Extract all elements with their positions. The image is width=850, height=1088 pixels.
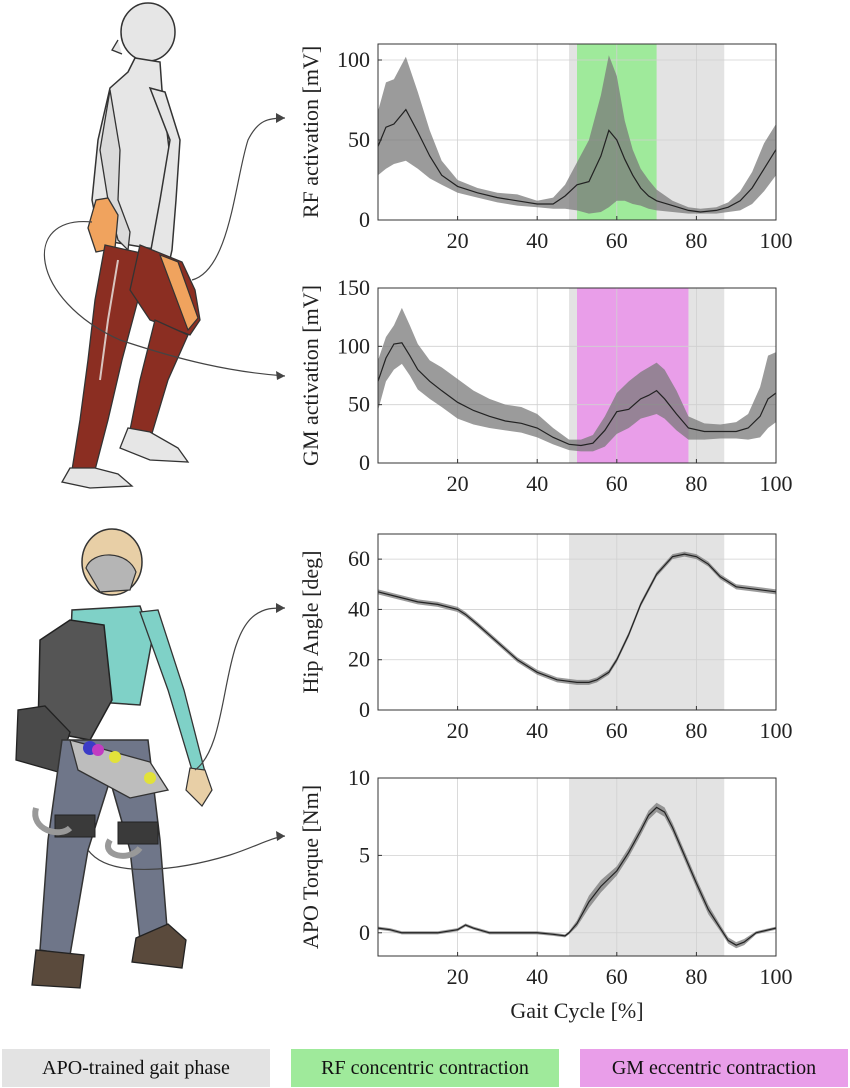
plot-frame [377, 533, 777, 711]
x-tick-label: 40 [526, 228, 548, 253]
x-tick-label: 60 [606, 964, 628, 989]
legend-item-apo-phase: APO-trained gait phase [2, 1049, 270, 1087]
series-band [378, 307, 776, 452]
legend-item-rf-concentric: RF concentric contraction [291, 1049, 559, 1087]
gm-activation-chart: 20 40 60 80 100 0 50 100 150 GM activation [mV] [298, 275, 793, 496]
apo-torque-chart: 20 40 60 80 100 0 5 10 APO Torque [Nm] Gait Cycle… [298, 765, 793, 1023]
x-tick-label: 80 [685, 718, 707, 743]
y-tick-label: 50 [348, 392, 370, 417]
series-mean-line [377, 108, 777, 213]
y-tick-label: 5 [359, 842, 370, 867]
x-tick-label: 80 [685, 471, 707, 496]
y-tick-label: 40 [348, 596, 370, 621]
y-tick-label: 20 [348, 647, 370, 672]
x-tick-label: 40 [526, 718, 548, 743]
person-exoskeleton-icon [15, 528, 286, 989]
plot-frame [377, 287, 777, 464]
x-axis-label: Gait Cycle [%] [510, 998, 643, 1023]
y-axis-label: APO Torque [Nm] [298, 785, 323, 949]
y-tick-label: 60 [348, 546, 370, 571]
y-tick-label: 0 [359, 697, 370, 722]
x-tick-label: 100 [760, 228, 793, 253]
x-tick-label: 60 [606, 471, 628, 496]
y-tick-label: 10 [348, 765, 370, 790]
y-tick-label: 50 [348, 127, 370, 152]
legend-label: APO-trained gait phase [42, 1056, 230, 1079]
series-mean-line [377, 806, 777, 946]
series-mean-line [377, 553, 777, 683]
series-mean-line [377, 342, 777, 447]
legend-item-gm-eccentric: GM eccentric contraction [580, 1049, 848, 1087]
x-tick-label: 80 [685, 964, 707, 989]
y-tick-label: 100 [337, 333, 370, 358]
x-tick-label: 100 [760, 471, 793, 496]
x-tick-label: 20 [447, 964, 469, 989]
x-tick-label: 20 [447, 718, 469, 743]
shaded-region-apo-phase [569, 778, 725, 956]
hip-angle-chart: 20 40 60 80 100 0 20 40 60 Hip Angle [deg] [298, 533, 793, 743]
x-tick-label: 100 [760, 718, 793, 743]
x-tick-label: 20 [447, 471, 469, 496]
series-band [378, 802, 776, 949]
x-tick-label: 40 [526, 471, 548, 496]
legend-label: RF concentric contraction [321, 1056, 529, 1079]
legend-label: GM eccentric contraction [611, 1056, 817, 1079]
x-tick-label: 80 [685, 228, 707, 253]
series-band [378, 55, 776, 214]
x-tick-label: 60 [606, 228, 628, 253]
x-tick-label: 100 [760, 964, 793, 989]
x-tick-label: 40 [526, 964, 548, 989]
plot-frame [377, 43, 777, 221]
y-tick-label: 150 [337, 275, 370, 300]
x-tick-label: 20 [447, 228, 469, 253]
y-axis-label: Hip Angle [deg] [298, 551, 323, 694]
rf-activation-chart: 20 40 60 80 100 0 50 100 RF activation [mV] [298, 43, 793, 253]
legend: APO-trained gait phase RF concentric con… [0, 1049, 850, 1088]
plot-frame [377, 777, 777, 957]
y-tick-label: 0 [359, 450, 370, 475]
y-axis-label: RF activation [mV] [298, 46, 323, 218]
running-person-muscles-icon [44, 2, 286, 489]
y-tick-label: 0 [359, 920, 370, 945]
x-tick-label: 60 [606, 718, 628, 743]
y-tick-label: 100 [337, 47, 370, 72]
y-axis-label: GM activation [mV] [298, 285, 323, 466]
y-tick-label: 0 [359, 207, 370, 232]
